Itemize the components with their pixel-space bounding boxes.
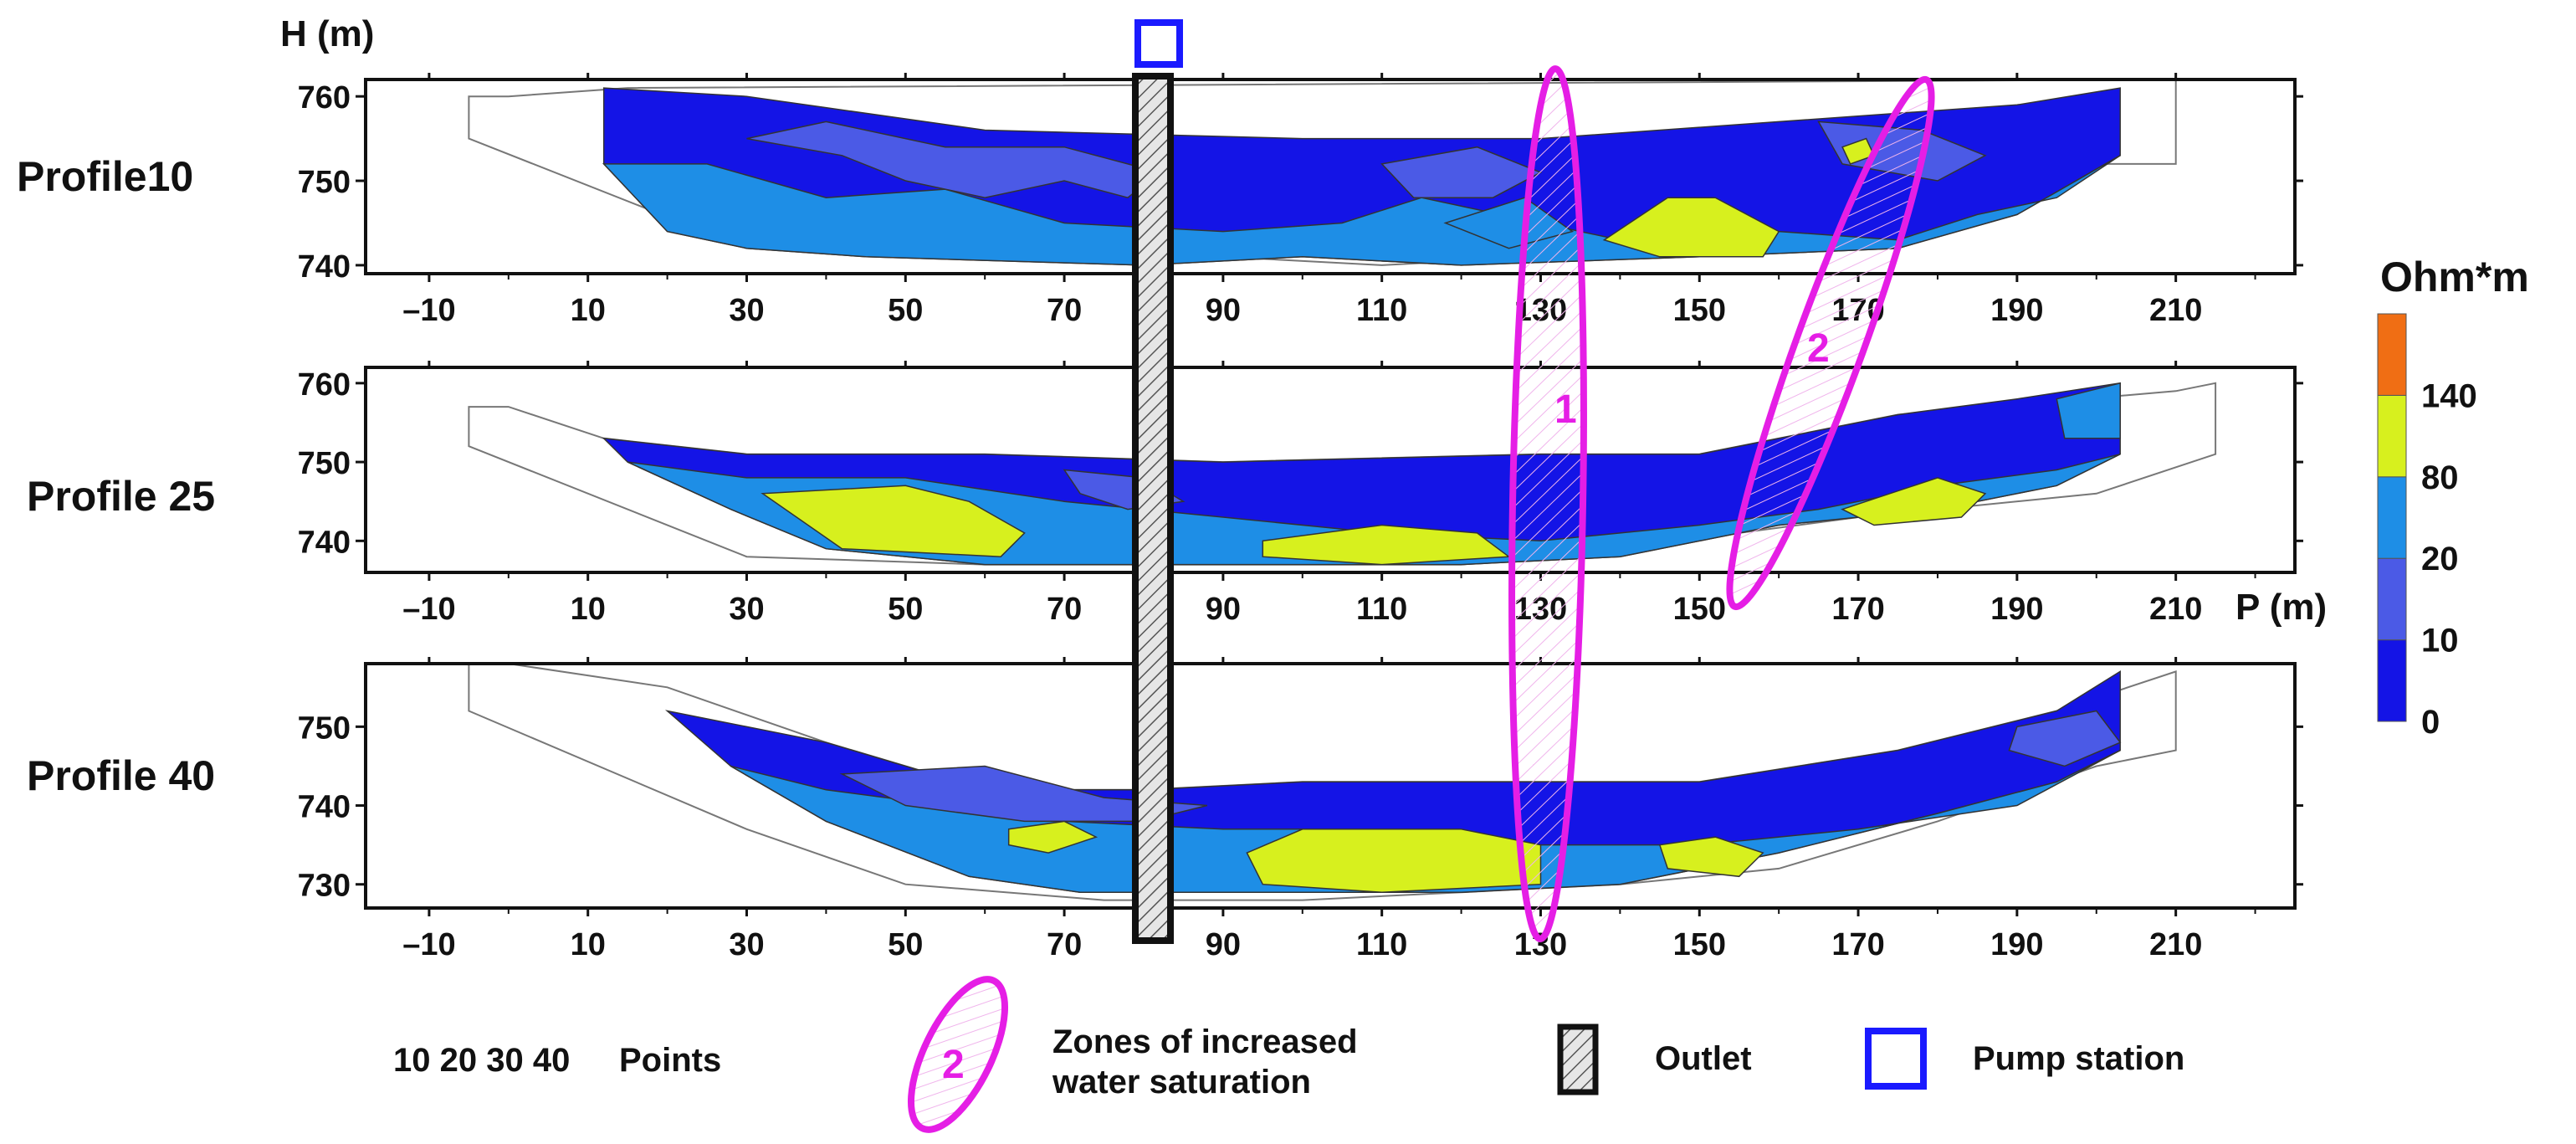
x-tick-label: 110 — [1356, 927, 1407, 962]
x-tick-label: 90 — [1206, 927, 1241, 962]
x-tick-label: 90 — [1206, 592, 1241, 627]
contour-80-140 — [1246, 829, 1542, 893]
x-tick-label: 150 — [1673, 293, 1726, 328]
x-tick-label: 70 — [1047, 293, 1082, 328]
legend-outlet-swatch — [1557, 1023, 1599, 1095]
profile-label-40: Profile 40 — [27, 752, 215, 799]
legend-zones-line2: water saturation — [1052, 1064, 1311, 1100]
colorbar-segment-0-10 — [2377, 639, 2407, 722]
legend-pump-swatch — [1865, 1028, 1927, 1090]
y-axis-title: H (m) — [280, 13, 374, 54]
y-tick-label: 740 — [298, 790, 351, 825]
contour-10-20 — [746, 121, 1161, 199]
x-axis-title: P (m) — [2235, 587, 2327, 628]
x-tick-label: 190 — [1990, 927, 2043, 962]
contour-10-20 — [839, 765, 1208, 823]
x-tick-label: 10 — [571, 592, 606, 627]
contour-80-140 — [1602, 197, 1780, 258]
y-tick-label: 750 — [298, 711, 351, 746]
x-tick-label: 110 — [1356, 592, 1407, 627]
zone-1: 1 — [1508, 65, 1587, 942]
contour-80-140 — [761, 485, 1026, 557]
x-tick-label: 10 — [571, 927, 606, 962]
colorbar-segment-80-140 — [2377, 394, 2407, 478]
x-tick-label: 150 — [1673, 927, 1726, 962]
x-tick-label: 190 — [1990, 592, 2043, 627]
colorbar: Ohm*m 0 10 20 80 140 — [2377, 254, 2529, 741]
profile-plots: –101030507090110130150170190210740750760… — [298, 73, 2303, 962]
outlet-marker — [1132, 73, 1174, 944]
profile-panel-1 — [468, 382, 2217, 566]
colorbar-tick-label: 0 — [2421, 704, 2440, 741]
x-tick-label: 70 — [1047, 927, 1082, 962]
legend-outlet-label: Outlet — [1655, 1040, 1752, 1077]
y-tick-label: 740 — [298, 525, 351, 560]
x-tick-label: 70 — [1047, 592, 1082, 627]
legend: 10 20 30 40 Points 2 Zones of increased … — [393, 976, 2184, 1133]
colorbar-tick-label: 80 — [2421, 459, 2459, 496]
y-tick-label: 760 — [298, 80, 351, 115]
y-tick-label: 740 — [298, 249, 351, 285]
x-tick-label: –10 — [402, 293, 455, 328]
x-tick-label: 30 — [729, 927, 764, 962]
panel-frame — [364, 366, 2297, 574]
legend-zone-swatch — [907, 976, 1009, 1133]
legend-points-label: Points — [619, 1042, 721, 1079]
x-tick-label: 30 — [729, 293, 764, 328]
y-tick-label: 750 — [298, 165, 351, 200]
x-tick-label: 150 — [1673, 592, 1726, 627]
colorbar-tick-label: 10 — [2421, 623, 2459, 659]
zone-2: 2 — [1726, 75, 1935, 611]
contour-80-140 — [1658, 836, 1764, 878]
x-tick-label: 210 — [2149, 592, 2202, 627]
colorbar-tick-label: 140 — [2421, 377, 2477, 414]
pump-station-marker — [1134, 19, 1183, 68]
profile-label-10: Profile10 — [17, 153, 193, 200]
profile-panel-2 — [468, 664, 2177, 901]
x-tick-label: –10 — [402, 592, 455, 627]
colorbar-segment-20-80 — [2377, 476, 2407, 559]
x-tick-label: 50 — [888, 592, 923, 627]
profile-label-25: Profile 25 — [27, 473, 215, 520]
legend-zones-line1: Zones of increased — [1052, 1023, 1358, 1060]
x-tick-label: 210 — [2149, 293, 2202, 328]
y-tick-label: 730 — [298, 869, 351, 904]
contour-20-80 — [2056, 382, 2121, 439]
legend-zone-number: 2 — [942, 1043, 965, 1087]
x-tick-label: 50 — [888, 927, 923, 962]
panel-frame — [364, 78, 2297, 275]
x-tick-label: 110 — [1356, 293, 1407, 328]
x-tick-label: 10 — [571, 293, 606, 328]
contour-10-20 — [2008, 710, 2122, 767]
contour-10-20 — [1380, 146, 1543, 198]
x-tick-label: 170 — [1831, 592, 1884, 627]
profile-panel-0 — [468, 80, 2177, 266]
x-tick-label: 190 — [1990, 293, 2043, 328]
colorbar-title: Ohm*m — [2380, 254, 2529, 300]
contour-80-140 — [1007, 820, 1099, 854]
legend-pump-label: Pump station — [1973, 1040, 2184, 1077]
x-tick-label: 210 — [2149, 927, 2202, 962]
panel-frame — [364, 662, 2297, 910]
y-tick-label: 750 — [298, 446, 351, 481]
x-tick-label: 170 — [1831, 927, 1884, 962]
colorbar-segment-140+ — [2377, 313, 2407, 396]
zone-2-number: 2 — [1807, 326, 1830, 371]
zone-1-number: 1 — [1554, 387, 1577, 432]
contour-80-140 — [1841, 477, 1987, 526]
colorbar-tick-label: 20 — [2421, 541, 2459, 577]
x-tick-label: 30 — [729, 592, 764, 627]
colorbar-segment-10-20 — [2377, 557, 2407, 641]
x-tick-label: –10 — [402, 927, 455, 962]
legend-points-numbers: 10 20 30 40 — [393, 1042, 570, 1079]
y-tick-label: 760 — [298, 367, 351, 403]
x-tick-label: 50 — [888, 293, 923, 328]
x-tick-label: 90 — [1206, 293, 1241, 328]
